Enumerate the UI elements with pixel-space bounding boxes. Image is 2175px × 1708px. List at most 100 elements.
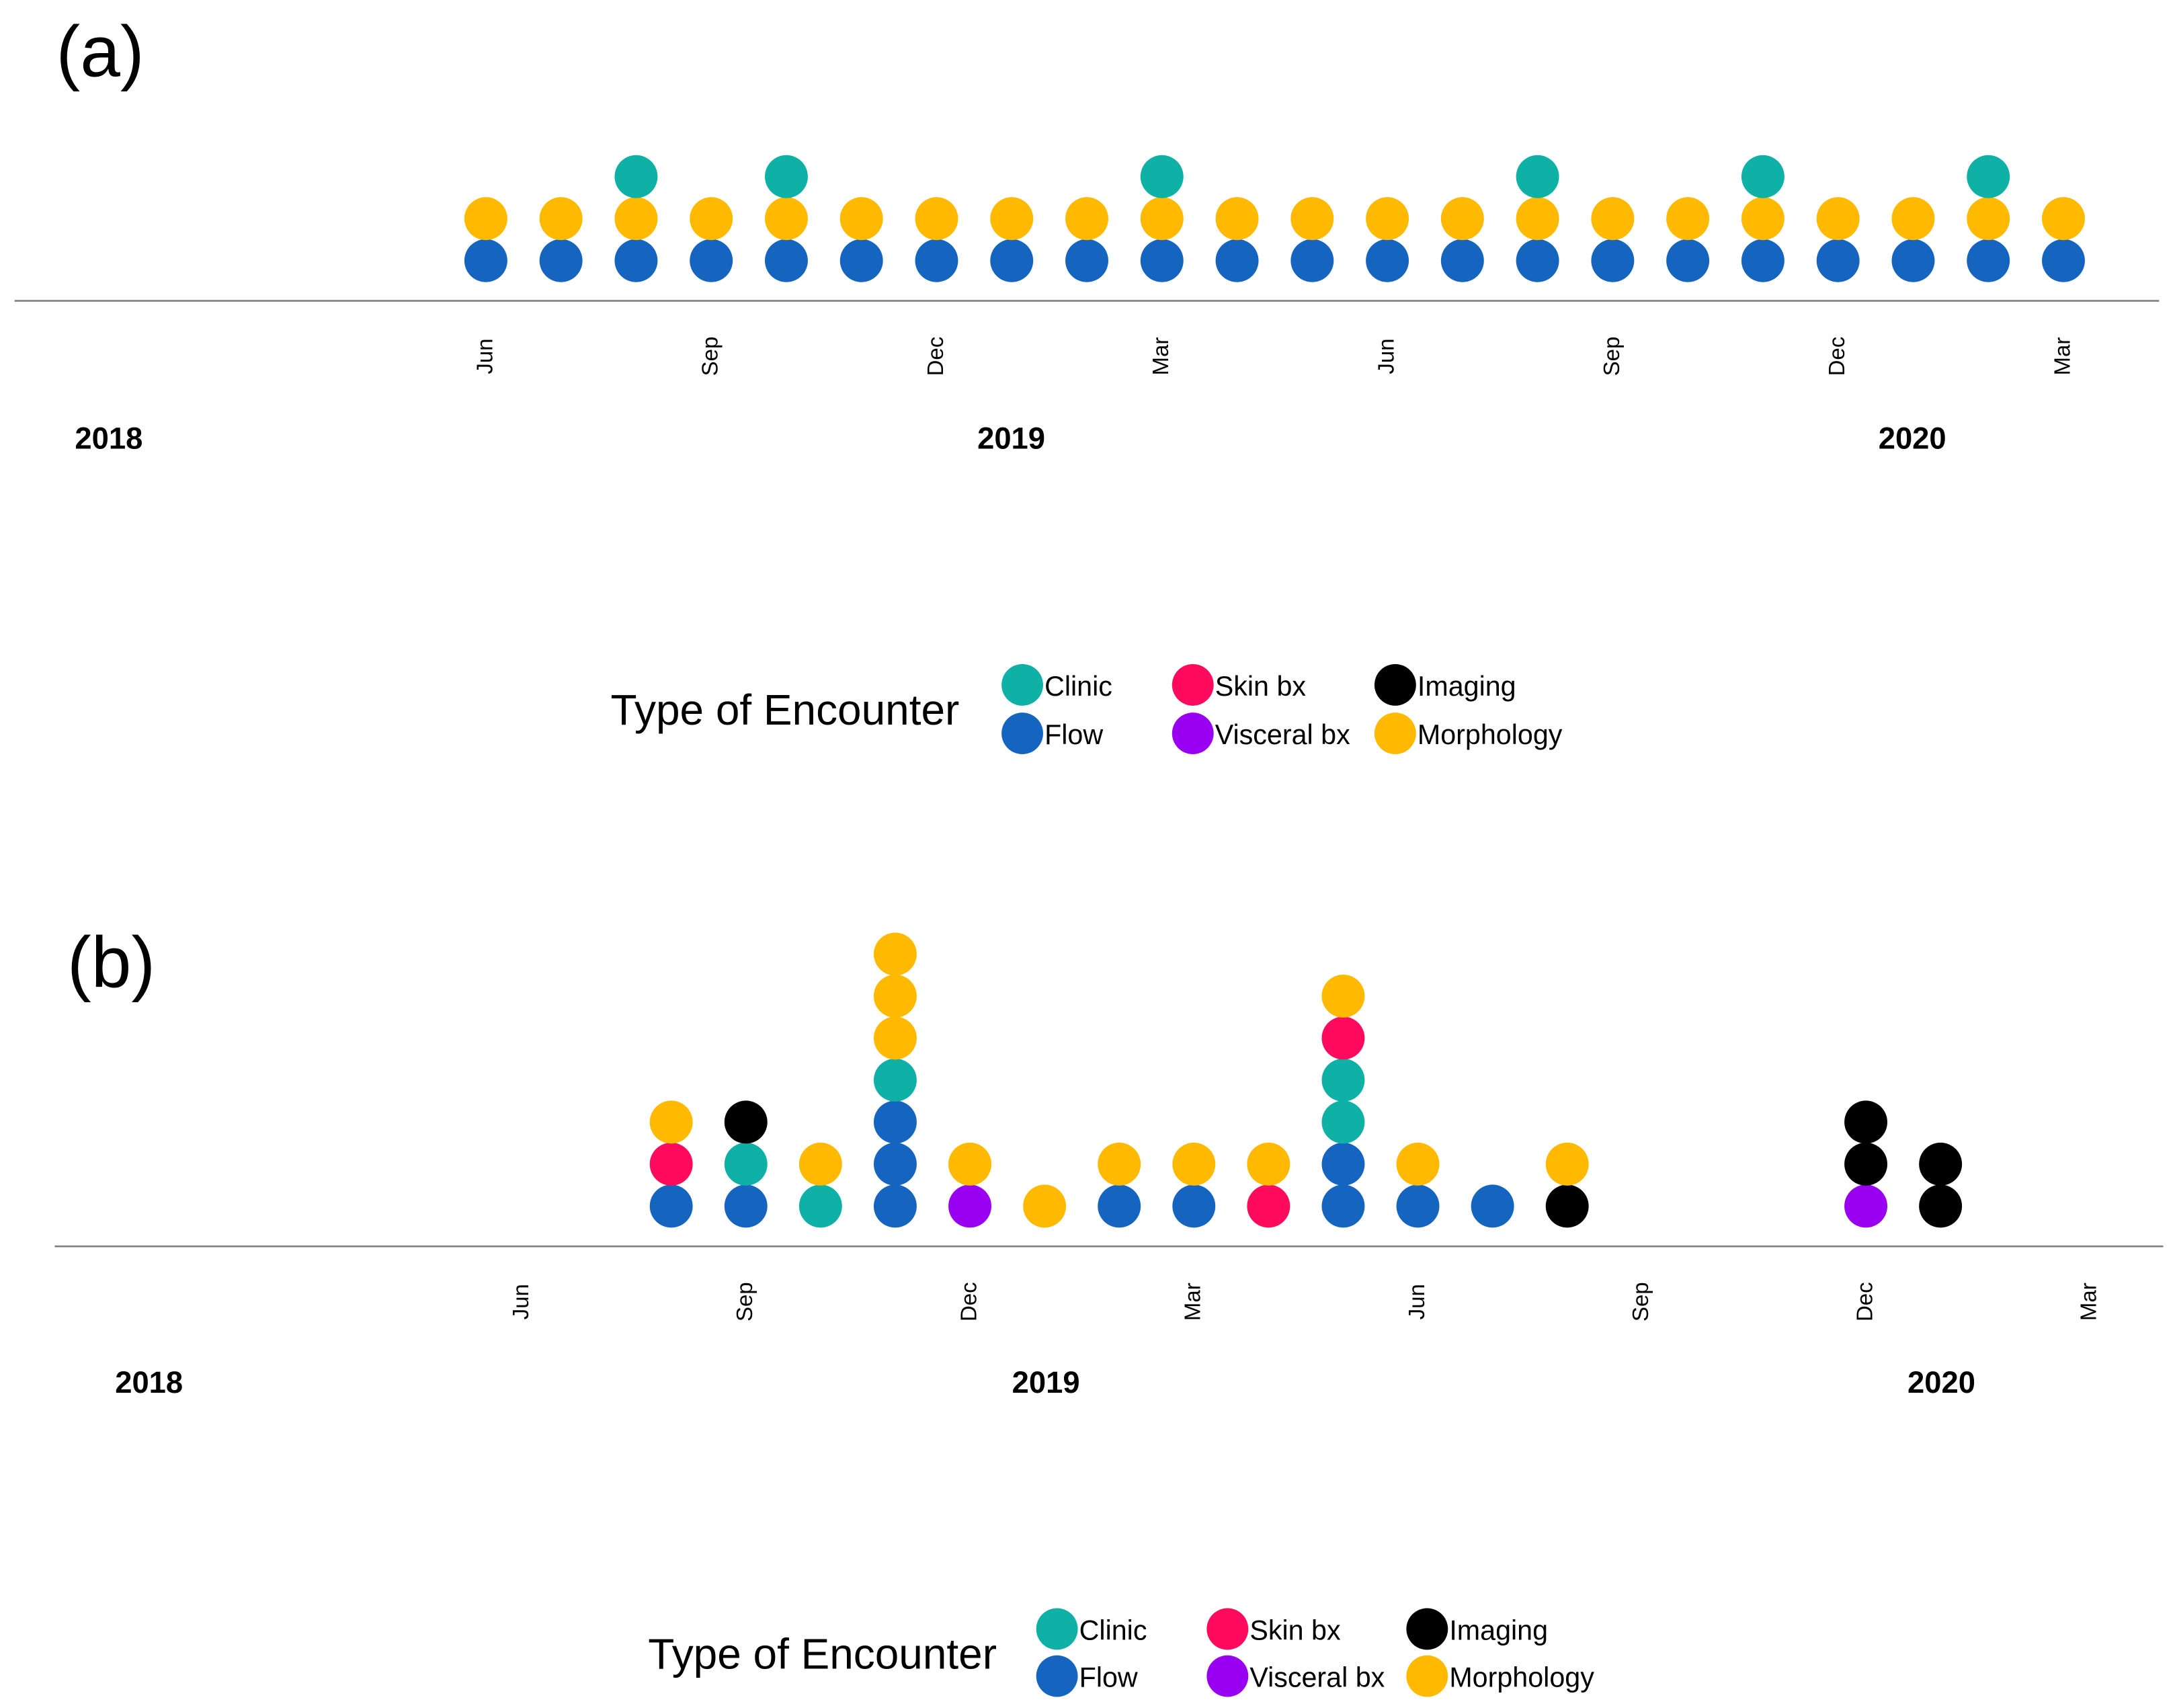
legend-label: Imaging	[1418, 671, 1516, 702]
encounter-dot-morphology	[1366, 197, 1409, 241]
encounter-dot-morphology	[649, 1100, 693, 1144]
x-tick-label: Sep	[1628, 1282, 1653, 1321]
encounter-dot-imaging	[724, 1100, 768, 1144]
legend-swatch	[1036, 1608, 1078, 1650]
encounter-dot-flow	[1290, 239, 1334, 282]
encounter-dot-morphology	[1247, 1142, 1290, 1186]
encounter-dot-flow	[1516, 239, 1559, 282]
legend-label: Flow	[1044, 719, 1103, 750]
encounter-dot-clinic	[764, 155, 808, 198]
encounter-dot-flow	[1321, 1184, 1365, 1228]
encounter-dot-flow	[1396, 1184, 1440, 1228]
encounter-dot-morphology	[2042, 197, 2085, 241]
encounter-dot-flow	[1591, 239, 1635, 282]
encounter-dot-flow	[1666, 239, 1710, 282]
encounter-dot-morphology	[1545, 1142, 1589, 1186]
panel-b: (b) Jun Sep Dec Mar Jun Sep Dec Mar 2018 2019 2020 T…	[54, 922, 2164, 1697]
encounter-dot-imaging	[1919, 1142, 1963, 1186]
legend-title: Type of Encounter	[611, 686, 960, 734]
encounter-dot-morphology	[1140, 197, 1184, 241]
encounter-dot-morphology	[1023, 1184, 1067, 1228]
x-tick-label: Dec	[1852, 1282, 1877, 1321]
encounter-dot-flow	[2042, 239, 2085, 282]
encounter-dot-flow	[649, 1184, 693, 1228]
encounter-dot-flow	[464, 239, 507, 282]
encounter-dot-clinic	[1321, 1058, 1365, 1102]
encounter-dot-morphology	[1098, 1142, 1141, 1186]
encounter-dot-skin-bx	[1247, 1184, 1290, 1228]
encounter-dot-morphology	[1396, 1142, 1440, 1186]
encounter-dot-flow	[839, 239, 883, 282]
encounter-dot-morphology	[690, 197, 733, 241]
encounter-dot-clinic	[798, 1184, 842, 1228]
year-label: 2019	[1012, 1365, 1080, 1399]
legend-swatch	[1172, 713, 1214, 754]
encounter-dot-flow	[873, 1100, 917, 1144]
encounter-dot-morphology	[839, 197, 883, 241]
legend-label: Skin bx	[1215, 671, 1307, 702]
encounter-dot-flow	[614, 239, 658, 282]
year-label: 2020	[1907, 1365, 1975, 1399]
encounter-dot-flow	[1098, 1184, 1141, 1228]
legend-label: Skin bx	[1249, 1615, 1341, 1646]
encounter-dot-clinic	[1516, 155, 1559, 198]
encounter-dot-flow	[764, 239, 808, 282]
legend-label: Visceral bx	[1215, 719, 1350, 750]
year-label: 2019	[977, 421, 1045, 455]
legend-swatch	[1206, 1655, 1249, 1697]
legend-swatch	[1406, 1608, 1448, 1650]
legend-swatch	[1001, 713, 1043, 754]
encounter-dot-morphology	[1516, 197, 1559, 241]
encounter-dot-flow	[1215, 239, 1259, 282]
legend-label: Visceral bx	[1249, 1662, 1385, 1693]
legend-label: Morphology	[1418, 719, 1563, 750]
encounter-dot-imaging	[1545, 1184, 1589, 1228]
encounter-dot-imaging	[1919, 1184, 1963, 1228]
encounter-dot-morphology	[873, 932, 917, 976]
legend-swatch	[1172, 663, 1214, 706]
x-tick-label: Sep	[1599, 337, 1624, 376]
encounter-dot-clinic	[873, 1058, 917, 1102]
legend-title: Type of Encounter	[648, 1630, 997, 1678]
legend-label: Flow	[1079, 1662, 1138, 1693]
year-label: 2018	[115, 1365, 183, 1399]
panel-a: (a) Jun Sep Dec Mar Jun Sep Dec Mar 2018 2019 2020 T…	[14, 11, 2160, 754]
x-tick-label: Jun	[472, 338, 497, 374]
x-tick-label: Mar	[2049, 337, 2074, 376]
year-label: 2020	[1879, 421, 1946, 455]
encounter-dot-flow	[1172, 1184, 1216, 1228]
x-tick-label: Mar	[1148, 337, 1173, 376]
encounter-dot-flow	[1140, 239, 1184, 282]
encounter-dot-morphology	[873, 974, 917, 1018]
encounter-dot-morphology	[990, 197, 1034, 241]
encounter-dot-flow	[1741, 239, 1784, 282]
encounter-dot-morphology	[1666, 197, 1710, 241]
encounter-dot-morphology	[1816, 197, 1860, 241]
encounter-dot-imaging	[1844, 1100, 1888, 1144]
x-tick-label: Dec	[1824, 337, 1849, 376]
legend-label: Morphology	[1449, 1662, 1594, 1693]
encounter-dot-flow	[1440, 239, 1484, 282]
legend-swatch	[1406, 1655, 1448, 1697]
legend-swatch	[1374, 663, 1416, 706]
encounter-dot-morphology	[1065, 197, 1108, 241]
legend-label: Clinic	[1079, 1615, 1147, 1646]
encounter-dot-flow	[539, 239, 583, 282]
encounter-dot-flow	[990, 239, 1034, 282]
encounter-dot-morphology	[1172, 1142, 1216, 1186]
encounter-dot-flow	[915, 239, 958, 282]
encounter-dot-morphology	[873, 1016, 917, 1060]
encounter-dot-morphology	[1741, 197, 1784, 241]
encounter-dot-morphology	[948, 1142, 991, 1186]
legend-label: Clinic	[1044, 671, 1112, 702]
encounter-dot-morphology	[1440, 197, 1484, 241]
encounter-dot-morphology	[764, 197, 808, 241]
encounter-dot-morphology	[464, 197, 507, 241]
legend-label: Imaging	[1449, 1615, 1548, 1646]
encounter-dot-clinic	[1321, 1100, 1365, 1144]
encounter-dot-flow	[1065, 239, 1108, 282]
encounter-dot-clinic	[1967, 155, 2010, 198]
encounter-dot-clinic	[724, 1142, 768, 1186]
encounter-dot-flow	[1321, 1142, 1365, 1186]
legend-swatch	[1206, 1608, 1249, 1650]
